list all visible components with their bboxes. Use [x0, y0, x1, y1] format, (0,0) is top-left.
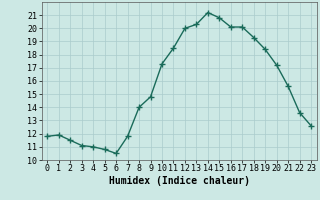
X-axis label: Humidex (Indice chaleur): Humidex (Indice chaleur) [109, 176, 250, 186]
